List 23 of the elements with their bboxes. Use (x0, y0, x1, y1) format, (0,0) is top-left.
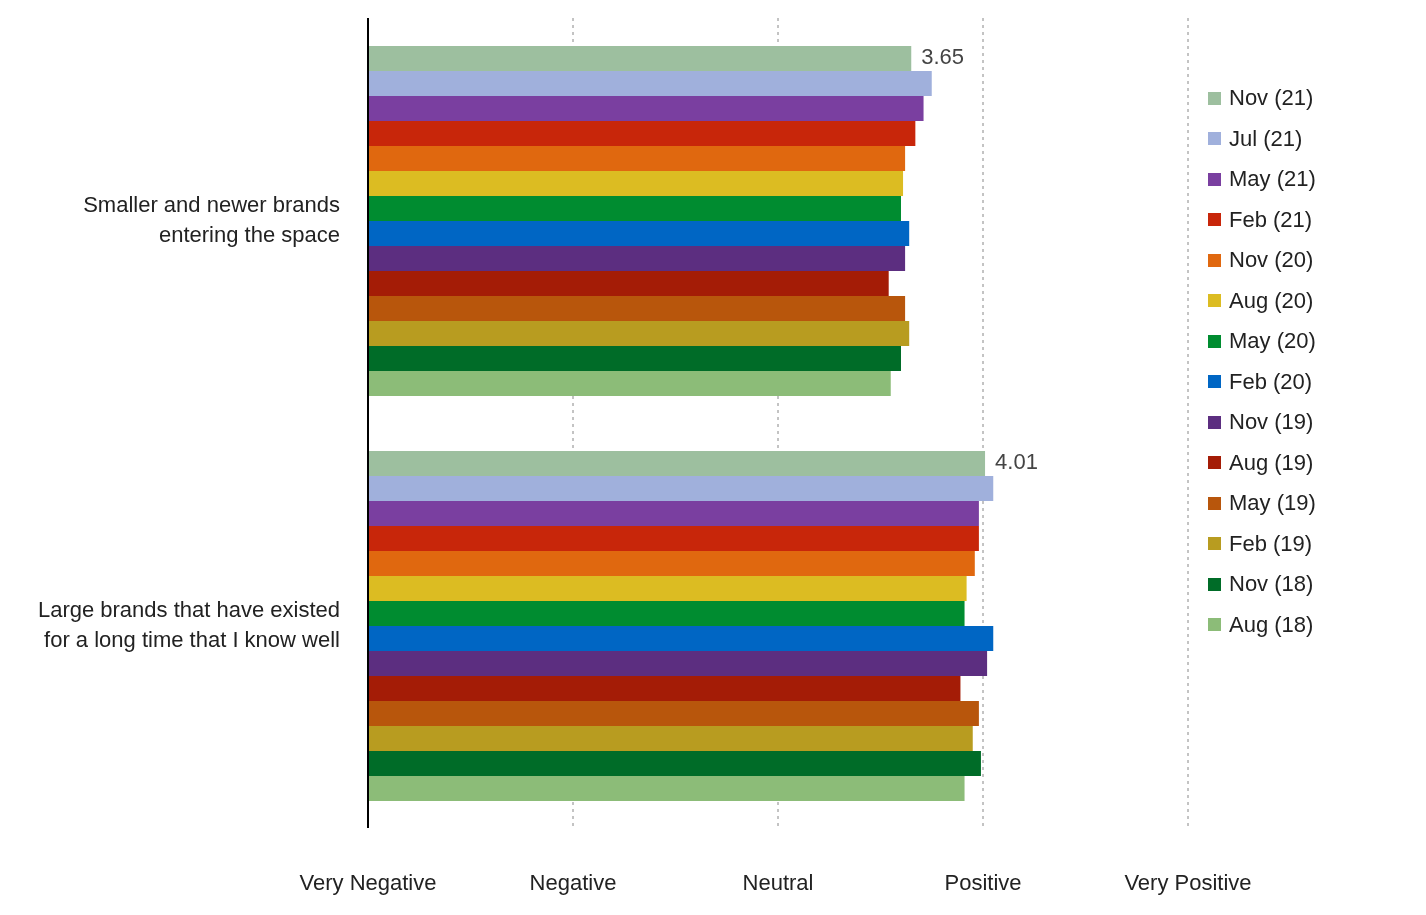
legend-label: Feb (19) (1229, 529, 1313, 558)
legend-label: Aug (18) (1229, 610, 1314, 639)
legend-label: May (20) (1229, 327, 1316, 356)
data-label: 3.65 (921, 44, 965, 70)
legend-label: Feb (21) (1229, 205, 1313, 234)
legend-label: Jul (21) (1229, 124, 1303, 153)
legend-label: Feb (20) (1229, 367, 1313, 396)
text: Very Negative (299, 869, 437, 895)
legend-label: Nov (21) (1229, 84, 1314, 113)
text: Neutral (742, 869, 814, 895)
legend-label: Nov (18) (1229, 570, 1314, 599)
legend-label: May (19) (1229, 489, 1316, 518)
legend-label: Nov (19) (1229, 408, 1314, 437)
text: Very Positive (1124, 869, 1252, 895)
text: Positive (944, 869, 1022, 895)
legend-label: May (21) (1229, 165, 1316, 194)
legend-label: Aug (19) (1229, 448, 1314, 477)
y-tick-label: Large brands that have existed for a long time that I know well (37, 596, 340, 652)
data-label: 4.01 (995, 449, 1038, 475)
legend-label: Nov (20) (1229, 246, 1314, 275)
legend-label: Aug (20) (1229, 286, 1314, 315)
y-tick-label: Smaller and newer brands entering the space (83, 191, 340, 247)
text: Negative (529, 869, 617, 895)
